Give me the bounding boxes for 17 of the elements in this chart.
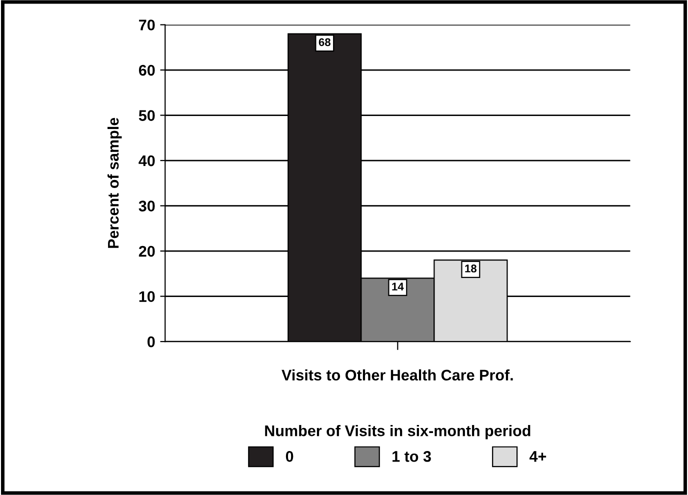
legend-label: 1 to 3	[392, 451, 431, 462]
y-axis-title: Percent of sample	[108, 118, 122, 248]
y-tick-label: 30	[138, 200, 155, 212]
legend-label: 4+	[529, 451, 546, 462]
y-tick-label: 40	[138, 155, 155, 166]
legend-title: Number of Visits in six-month period	[265, 424, 530, 440]
y-tick-label: 10	[139, 291, 155, 302]
y-tick-label: 60	[138, 64, 155, 76]
legend-label: 0	[286, 451, 294, 462]
y-tick-label: 70	[139, 20, 155, 30]
data-label: 18	[465, 264, 477, 272]
x-tick-label: Visits to Other Health Care Prof.	[282, 369, 513, 381]
y-tick-label: 20	[138, 246, 155, 257]
y-tick-label: 0	[148, 336, 155, 348]
data-label: 14	[392, 282, 404, 290]
data-label: 68	[318, 38, 330, 46]
y-tick-label: 50	[138, 110, 155, 121]
